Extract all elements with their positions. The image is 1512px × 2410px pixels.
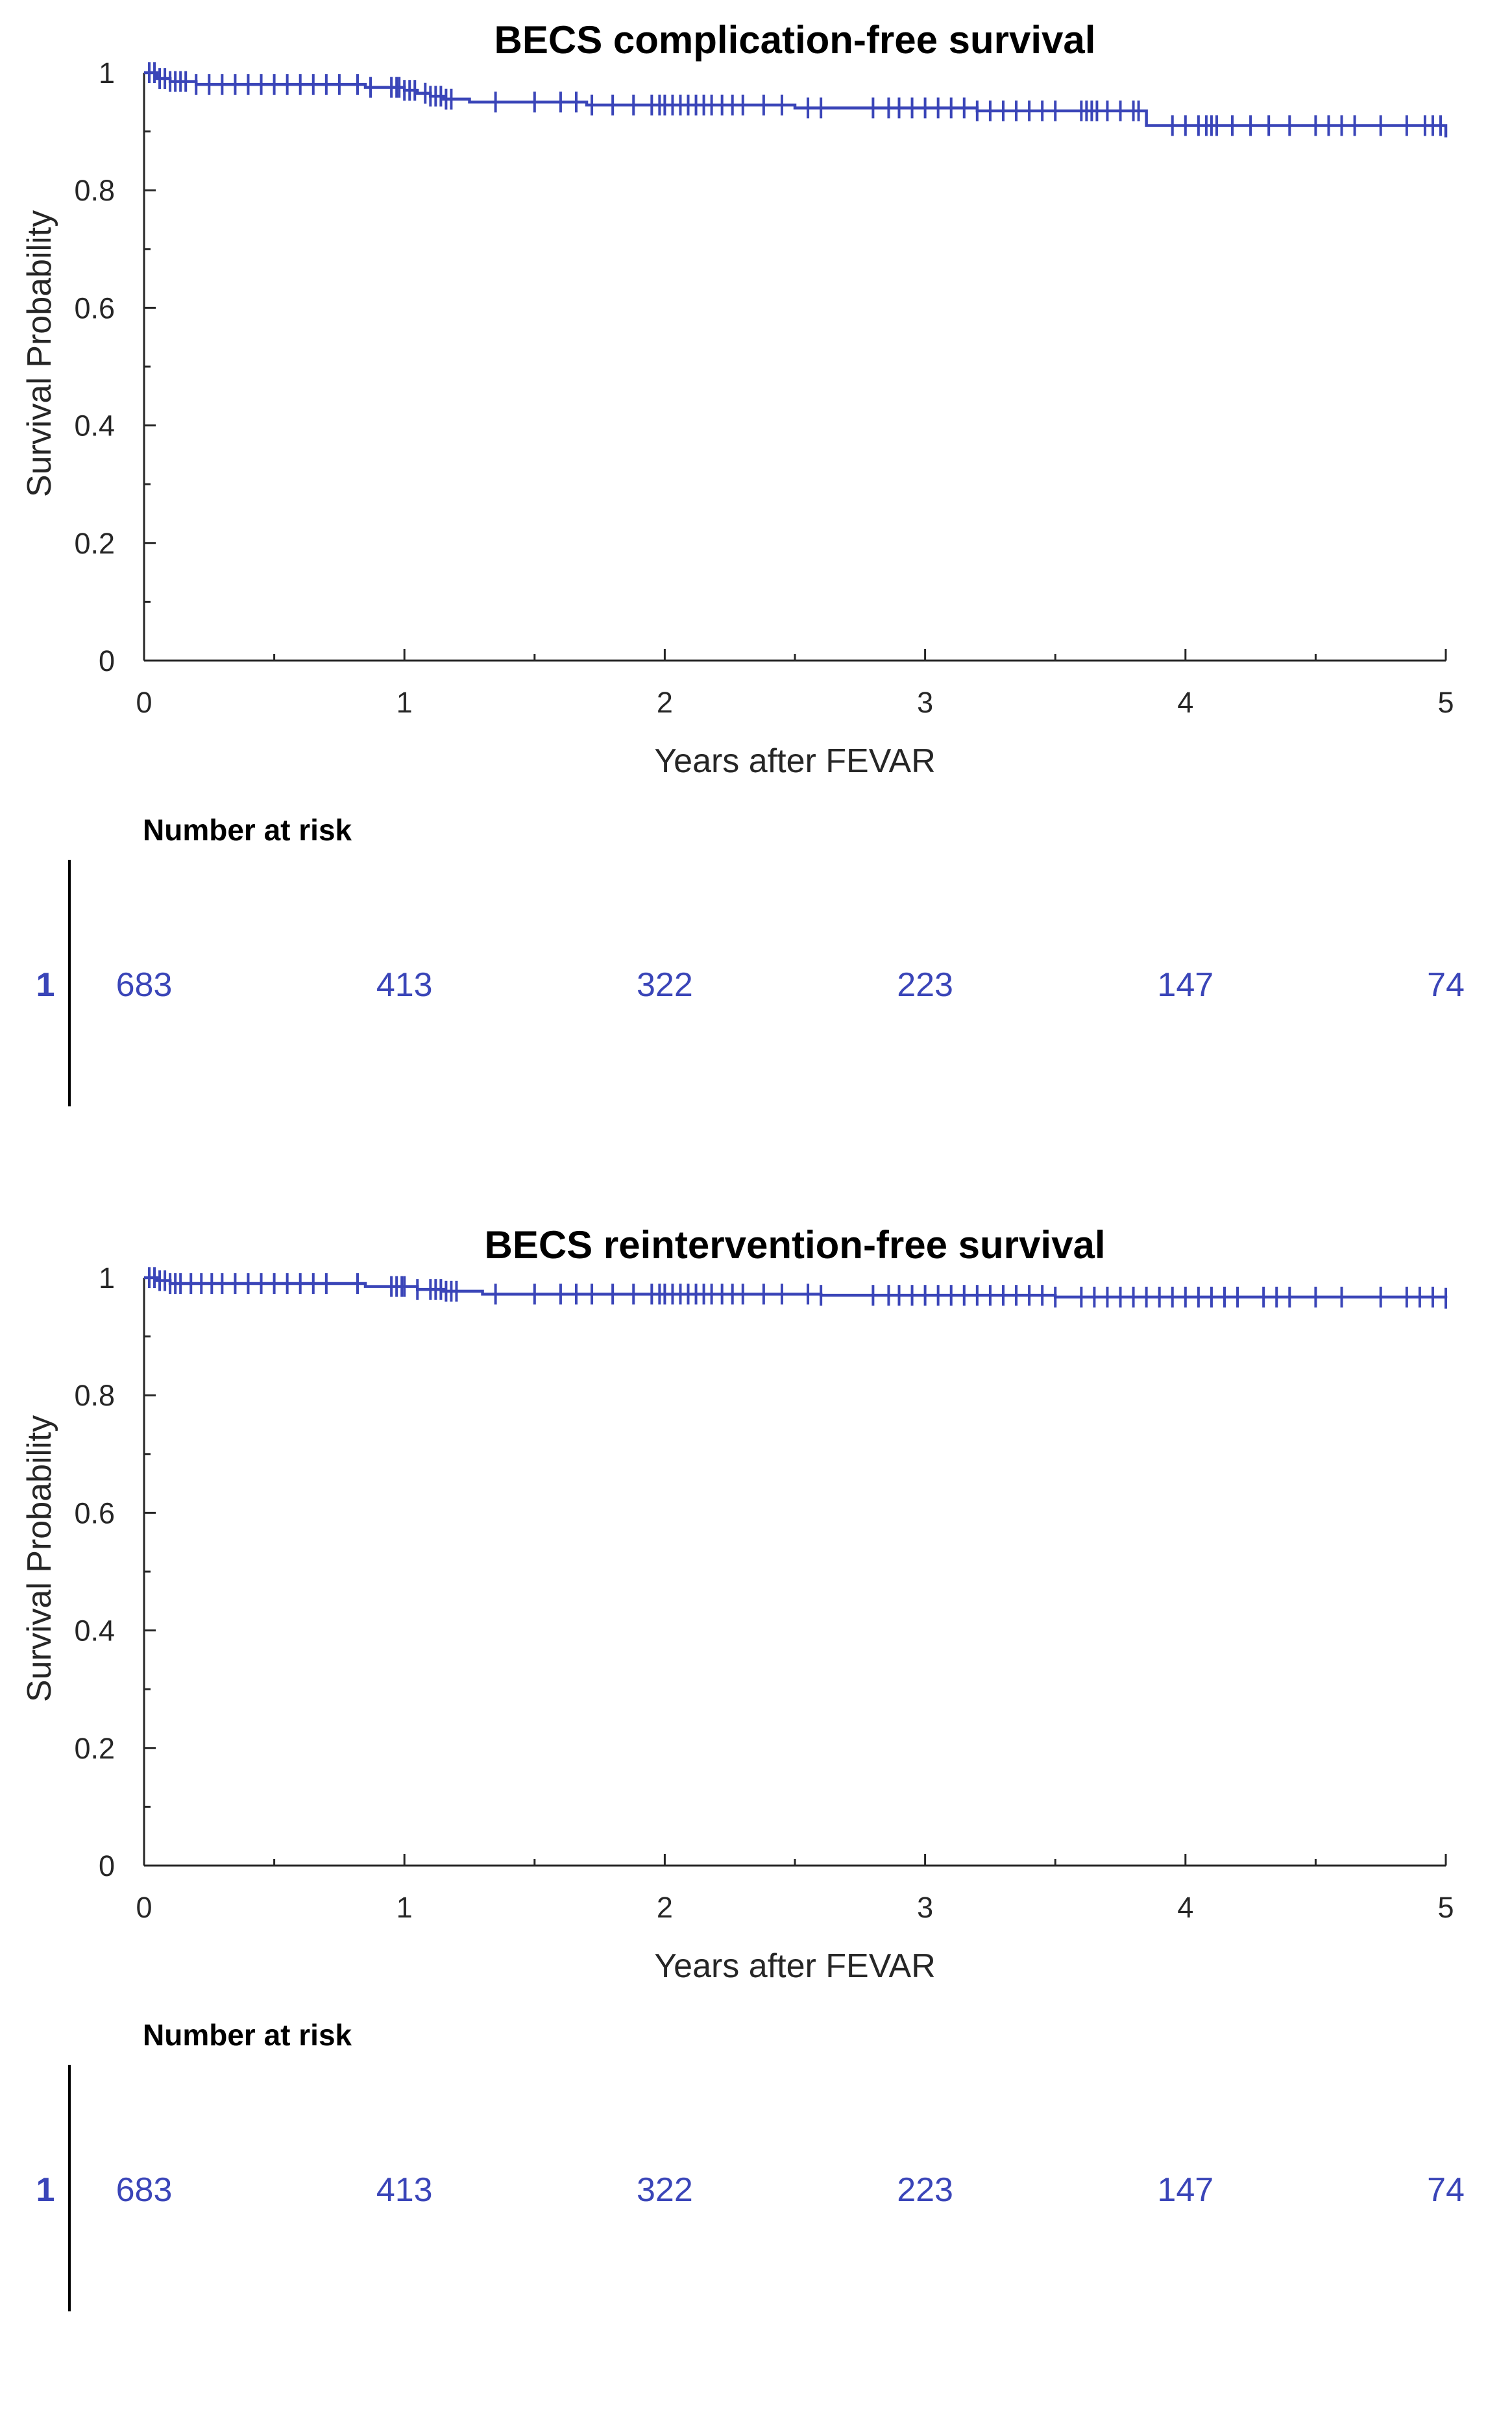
survival-curve bbox=[144, 1276, 1448, 1299]
risk-number: 147 bbox=[1157, 2171, 1213, 2209]
x-tick-label: 5 bbox=[1437, 686, 1454, 719]
risk-number: 223 bbox=[897, 2171, 953, 2209]
y-tick-label: 1 bbox=[99, 56, 115, 90]
risk-number: 322 bbox=[637, 966, 693, 1004]
tick-marks bbox=[143, 71, 1447, 662]
x-axis-title: Years after FEVAR bbox=[654, 742, 936, 780]
axes bbox=[143, 1278, 1446, 1867]
risk-number: 74 bbox=[1427, 966, 1465, 1004]
x-tick-label: 1 bbox=[396, 686, 413, 719]
y-tick-label: 0 bbox=[99, 1849, 115, 1882]
km-panel-reintervention: BECS reintervention-free survival Surviv… bbox=[0, 1205, 1512, 2410]
km-chart-reintervention: BECS reintervention-free survival Surviv… bbox=[21, 1223, 1465, 2311]
risk-group-label: 1 bbox=[36, 2171, 55, 2209]
x-tick-label: 3 bbox=[917, 1891, 933, 1924]
risk-number: 74 bbox=[1427, 2171, 1465, 2209]
risk-number: 413 bbox=[376, 966, 433, 1004]
y-tick-label: 1 bbox=[99, 1261, 115, 1295]
risk-number: 223 bbox=[897, 966, 953, 1004]
risk-number: 322 bbox=[637, 2171, 693, 2209]
x-tick-label: 4 bbox=[1177, 686, 1193, 719]
risk-number: 683 bbox=[116, 2171, 173, 2209]
y-tick-label: 0.2 bbox=[74, 527, 115, 560]
y-tick-label: 0.2 bbox=[74, 1732, 115, 1765]
censor-marks bbox=[148, 1267, 1447, 1309]
chart-title: BECS reintervention-free survival bbox=[485, 1223, 1106, 1267]
y-tick-label: 0 bbox=[99, 644, 115, 677]
risk-table-heading: Number at risk bbox=[143, 813, 352, 847]
risk-numbers: 683 413 322 223 147 74 bbox=[116, 2171, 1465, 2209]
x-tick-label: 0 bbox=[136, 686, 152, 719]
chart-title: BECS complication-free survival bbox=[494, 18, 1096, 62]
risk-table-heading: Number at risk bbox=[143, 2018, 352, 2052]
km-chart-complication: BECS complication-free survival Survival… bbox=[21, 18, 1465, 1106]
x-axis-title: Years after FEVAR bbox=[654, 1947, 936, 1985]
x-tick-label: 5 bbox=[1437, 1891, 1454, 1924]
risk-numbers: 683 413 322 223 147 74 bbox=[116, 966, 1465, 1004]
x-tick-label: 4 bbox=[1177, 1891, 1193, 1924]
x-tick-label: 0 bbox=[136, 1891, 152, 1924]
x-tick-label: 1 bbox=[396, 1891, 413, 1924]
risk-number: 683 bbox=[116, 966, 173, 1004]
y-tick-label: 0.4 bbox=[74, 409, 115, 443]
x-tick-label: 2 bbox=[657, 686, 673, 719]
x-tick-label: 3 bbox=[917, 686, 933, 719]
risk-group-label: 1 bbox=[36, 966, 55, 1004]
km-panel-complication: BECS complication-free survival Survival… bbox=[21, 18, 1465, 1106]
x-tick-label: 2 bbox=[657, 1891, 673, 1924]
y-tick-label: 0.4 bbox=[74, 1614, 115, 1648]
tick-marks bbox=[143, 1276, 1447, 1867]
y-tick-label: 0.6 bbox=[74, 291, 115, 324]
risk-number: 147 bbox=[1157, 966, 1213, 1004]
y-tick-label: 0.6 bbox=[74, 1496, 115, 1529]
tick-labels: 0 1 2 3 4 5 0 0.2 0.4 0.6 0.8 1 bbox=[74, 56, 1454, 719]
risk-number: 413 bbox=[376, 2171, 433, 2209]
y-axis-title: Survival Probability bbox=[21, 1415, 58, 1702]
axes bbox=[143, 73, 1446, 662]
censor-marks bbox=[148, 62, 1442, 136]
y-axis-title: Survival Probability bbox=[21, 210, 58, 497]
y-tick-label: 0.8 bbox=[74, 1379, 115, 1412]
y-tick-label: 0.8 bbox=[74, 174, 115, 207]
tick-labels: 0 1 2 3 4 5 0 0.2 0.4 0.6 0.8 1 bbox=[74, 1261, 1454, 1924]
